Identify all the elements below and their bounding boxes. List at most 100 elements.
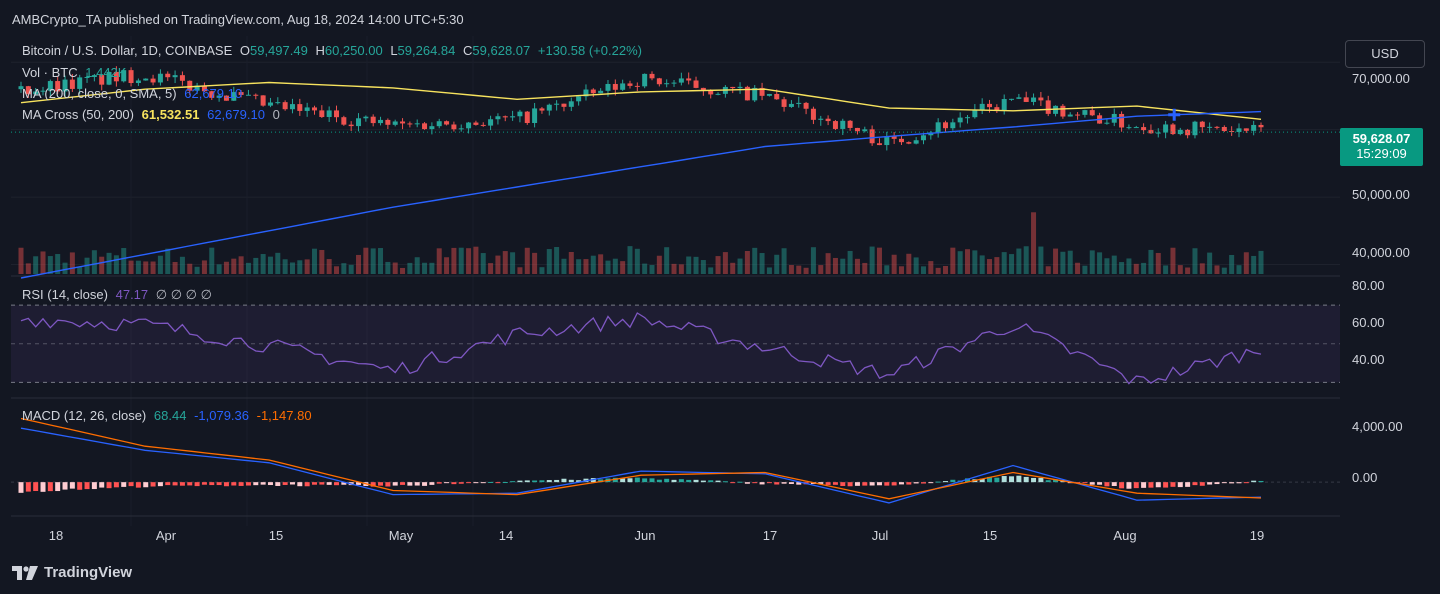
candle-body — [693, 80, 699, 88]
volume-bar — [385, 261, 391, 274]
macd-histogram-bar — [135, 482, 141, 488]
macd-histogram-bar — [62, 482, 68, 490]
macd-histogram-bar — [319, 482, 325, 485]
ma-cross-extra: 0 — [272, 107, 280, 122]
macd-histogram-bar — [40, 482, 46, 492]
candle-body — [854, 127, 860, 132]
tradingview-footer[interactable]: TradingView — [12, 564, 132, 581]
ma-cross-label: MA Cross (50, 200) — [22, 107, 134, 122]
volume-bar — [554, 247, 560, 274]
ma-legend[interactable]: MA (200, close, 0, SMA, 5) 62,679.10 — [22, 86, 246, 101]
rsi-legend[interactable]: RSI (14, close) 47.17 ∅ ∅ ∅ ∅ — [22, 287, 216, 303]
macd-histogram-bar — [693, 479, 699, 483]
candle-body — [33, 91, 39, 95]
volume-bar — [1053, 248, 1059, 274]
candle-body — [392, 121, 398, 125]
macd-legend[interactable]: MACD (12, 26, close) 68.44 -1,079.36 -1,… — [22, 408, 316, 423]
macd-histogram-bar — [385, 482, 391, 487]
time-tick-18: 18 — [48, 528, 64, 543]
macd-histogram-bar — [84, 482, 90, 490]
volume-bar — [297, 260, 303, 274]
macd-histogram-bar — [715, 480, 721, 483]
volume-bar — [25, 263, 31, 274]
candle-body — [810, 108, 816, 120]
macd-histogram-bar — [568, 479, 574, 483]
macd-histogram-bar — [502, 482, 508, 484]
volume-bar — [121, 248, 127, 274]
time-tick-14: 14 — [498, 528, 514, 543]
candle-body — [400, 121, 406, 124]
volume-bar — [1170, 247, 1176, 274]
candle-body — [524, 111, 530, 123]
volume-bar — [965, 249, 971, 274]
macd-histogram-bar — [656, 479, 662, 483]
candle-body — [69, 79, 75, 89]
volume-bar — [488, 263, 494, 274]
macd-histogram-bar — [766, 482, 772, 484]
candle-body — [1177, 129, 1183, 135]
candle-body — [642, 73, 648, 87]
volume-bar — [840, 258, 846, 274]
macd-histogram-bar — [392, 482, 398, 486]
ma-cross-marker — [1168, 108, 1181, 121]
macd-histogram-bar — [818, 482, 824, 484]
macd-histogram-bar — [69, 482, 75, 489]
volume-bar — [950, 247, 956, 274]
vol-legend[interactable]: Vol · BTC 1.442K — [22, 65, 130, 80]
macd-tick-4000: 4,000.00 — [1352, 419, 1403, 434]
macd-histogram-bar — [517, 480, 523, 483]
candle-body — [1243, 128, 1249, 131]
volume-bar — [1104, 258, 1110, 274]
chart-canvas[interactable] — [11, 36, 1340, 550]
candle-body — [568, 101, 574, 107]
candle-body — [715, 93, 721, 95]
volume-bar — [1001, 252, 1007, 274]
currency-button[interactable]: USD — [1345, 40, 1425, 68]
volume-bar — [598, 254, 604, 274]
candle-body — [634, 85, 640, 87]
candle-body — [356, 118, 362, 127]
time-tick-aug: Aug — [1113, 528, 1137, 543]
macd-histogram-bar — [532, 480, 538, 483]
volume-bar — [1082, 265, 1088, 274]
volume-bar — [972, 250, 978, 274]
candle-body — [62, 79, 68, 92]
candle-body — [135, 80, 141, 84]
ma-cross-legend[interactable]: MA Cross (50, 200) 61,532.51 62,679.10 0 — [22, 107, 284, 122]
candle-body — [18, 86, 24, 90]
volume-bar — [157, 255, 163, 274]
macd-histogram-bar — [891, 482, 897, 486]
volume-bar — [510, 252, 516, 274]
macd-histogram-bar — [1038, 477, 1044, 483]
macd-histogram-bar — [1016, 475, 1022, 483]
volume-bar — [400, 267, 406, 274]
macd-histogram-bar — [165, 482, 171, 486]
volume-bar — [693, 256, 699, 274]
volume-bar — [18, 247, 24, 274]
volume-bar — [91, 250, 97, 274]
candle-body — [370, 116, 376, 124]
candle-body — [1133, 127, 1139, 129]
macd-histogram-bar — [598, 479, 604, 483]
chart-area[interactable] — [11, 36, 1340, 550]
macd-histogram-bar — [869, 482, 875, 486]
volume-bar — [803, 267, 809, 274]
macd-histogram-bar — [289, 482, 295, 485]
macd-line-value: -1,079.36 — [194, 408, 249, 423]
candle-body — [510, 116, 516, 118]
time-tick-jul: Jul — [871, 528, 889, 543]
volume-bar — [1177, 265, 1183, 274]
time-tick-jun: Jun — [634, 528, 656, 543]
candle-body — [267, 102, 273, 106]
candle-body — [348, 124, 354, 127]
candle-body — [1192, 121, 1198, 136]
candle-body — [451, 124, 457, 130]
open-value: 59,497.49 — [249, 43, 308, 58]
ma-cross-fast-value: 61,532.51 — [141, 107, 200, 122]
macd-histogram-bar — [444, 482, 450, 484]
candle-body — [752, 87, 758, 101]
macd-histogram-bar — [326, 482, 332, 485]
macd-histogram-bar — [480, 482, 486, 484]
volume-bar — [113, 255, 119, 274]
macd-histogram-bar — [546, 480, 552, 483]
